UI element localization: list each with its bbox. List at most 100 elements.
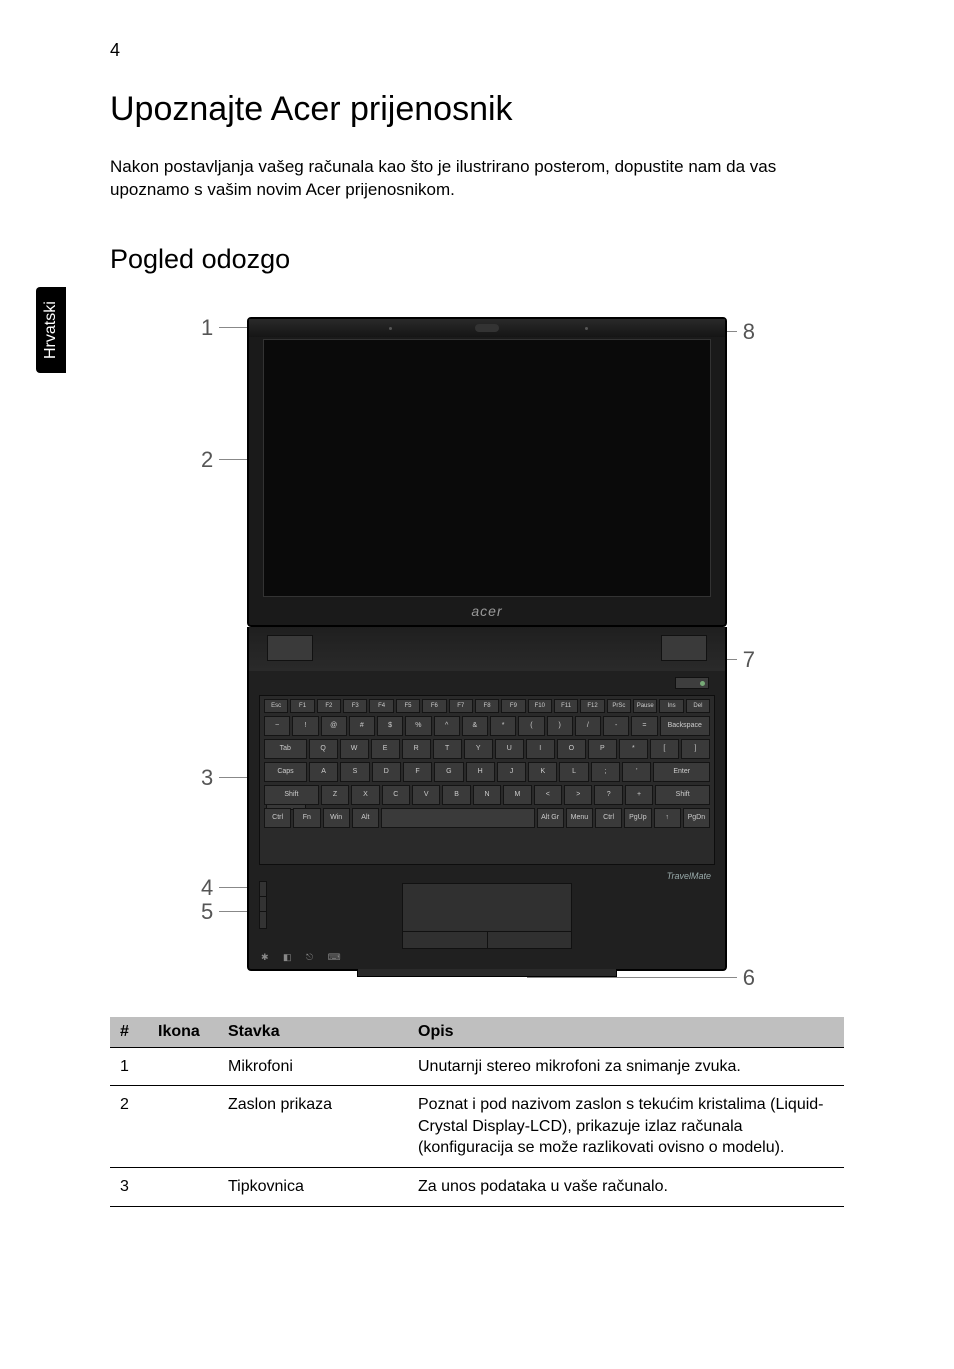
key: [: [650, 739, 679, 759]
keyboard: EscF1F2F3F4F5F6F7F8F9F10F11F12PrScPauseI…: [259, 695, 715, 865]
callout-1: 1: [201, 315, 213, 341]
key: Ins: [659, 699, 683, 713]
language-tab: Hrvatski: [36, 287, 66, 373]
key: Menu: [566, 808, 593, 828]
power-button-icon: [675, 677, 709, 689]
key: W: [340, 739, 369, 759]
key: ]: [681, 739, 710, 759]
key: Alt Gr: [537, 808, 564, 828]
key: $: [377, 716, 403, 736]
key: D: [372, 762, 401, 782]
key: R: [402, 739, 431, 759]
table-body: 1MikrofoniUnutarnji stereo mikrofoni za …: [110, 1047, 844, 1206]
laptop-hinge: [247, 627, 727, 671]
key: M: [503, 785, 531, 805]
page-number: 4: [110, 40, 844, 61]
col-num: #: [110, 1017, 148, 1048]
key: C: [382, 785, 410, 805]
key: -: [603, 716, 629, 736]
key: Backspace: [660, 716, 711, 736]
cell-num: 3: [110, 1168, 148, 1207]
key-row: ShiftZXCVBNM<>?+Shift: [264, 785, 710, 805]
key-row: EscF1F2F3F4F5F6F7F8F9F10F11F12PrScPauseI…: [264, 699, 710, 713]
callout-8: 8: [743, 319, 755, 345]
key: Tab: [264, 739, 307, 759]
key: F9: [501, 699, 525, 713]
hinge-cap: [267, 635, 313, 661]
key: E: [371, 739, 400, 759]
key: &: [462, 716, 488, 736]
parts-table: # Ikona Stavka Opis 1MikrofoniUnutarnji …: [110, 1017, 844, 1207]
key: ): [547, 716, 573, 736]
cell-icon: [148, 1047, 218, 1086]
page-title: Upoznajte Acer prijenosnik: [110, 89, 844, 130]
key: V: [412, 785, 440, 805]
callout-3: 3: [201, 765, 213, 791]
key: I: [526, 739, 555, 759]
key: T: [433, 739, 462, 759]
callout-7: 7: [743, 647, 755, 673]
key: ~: [264, 716, 290, 736]
key: !: [292, 716, 318, 736]
key: *: [490, 716, 516, 736]
front-lip: [357, 969, 617, 977]
key: P: [588, 739, 617, 759]
key: F5: [396, 699, 420, 713]
key: F8: [475, 699, 499, 713]
key: F11: [554, 699, 578, 713]
key: Q: [309, 739, 338, 759]
cell-icon: [148, 1168, 218, 1207]
display-screen: [263, 339, 711, 597]
cell-desc: Za unos podataka u vaše računalo.: [408, 1168, 844, 1207]
key: K: [528, 762, 557, 782]
callout-6: 6: [743, 965, 755, 991]
brand-logo: acer: [249, 603, 725, 619]
key: J: [497, 762, 526, 782]
key: /: [575, 716, 601, 736]
key: B: [442, 785, 470, 805]
key: F6: [422, 699, 446, 713]
key: Pause: [633, 699, 657, 713]
key: F: [403, 762, 432, 782]
key: [381, 808, 535, 828]
key: (: [518, 716, 544, 736]
leader-line: [527, 977, 737, 978]
table-header-row: # Ikona Stavka Opis: [110, 1017, 844, 1048]
key: F7: [449, 699, 473, 713]
key: ': [622, 762, 651, 782]
section-heading: Pogled odozgo: [110, 244, 844, 275]
key: =: [631, 716, 657, 736]
key: ^: [434, 716, 460, 736]
col-item: Stavka: [218, 1017, 408, 1048]
volume-rocker-icon: [259, 881, 267, 929]
key: #: [349, 716, 375, 736]
key: H: [466, 762, 495, 782]
laptop-figure: 1 2 3 4 5 8 7 6 acer: [207, 307, 747, 997]
key: N: [473, 785, 501, 805]
page: 4 Hrvatski Upoznajte Acer prijenosnik Na…: [0, 0, 954, 1369]
key: Z: [321, 785, 349, 805]
key: @: [321, 716, 347, 736]
callout-2: 2: [201, 447, 213, 473]
microphone-icon: [389, 327, 392, 330]
key: Alt: [352, 808, 379, 828]
key: <: [534, 785, 562, 805]
hinge-cap: [661, 635, 707, 661]
key: F3: [343, 699, 367, 713]
touchpad: [402, 883, 572, 949]
cell-item: Mikrofoni: [218, 1047, 408, 1086]
key-row: TabQWERTYUIOP*[]: [264, 739, 710, 759]
key: Fn: [293, 808, 320, 828]
key: PrSc: [607, 699, 631, 713]
model-label: TravelMate: [667, 871, 711, 881]
table-row: 2Zaslon prikazaPoznat i pod nazivom zasl…: [110, 1086, 844, 1168]
key: G: [434, 762, 463, 782]
key: %: [405, 716, 431, 736]
callout-5: 5: [201, 899, 213, 925]
leader-line: [219, 459, 247, 460]
key: S: [340, 762, 369, 782]
key-row: CapsASDFGHJKL;'Enter: [264, 762, 710, 782]
key: ?: [594, 785, 622, 805]
col-icon: Ikona: [148, 1017, 218, 1048]
key: Win: [323, 808, 350, 828]
